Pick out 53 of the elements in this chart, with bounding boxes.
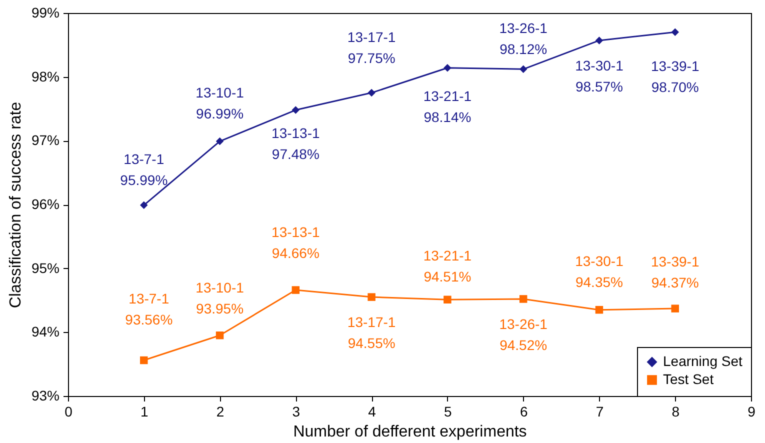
x-tick-label: 9 — [748, 404, 756, 420]
x-tick-label: 2 — [216, 404, 224, 420]
y-tick-label: 94% — [31, 324, 60, 340]
point — [368, 88, 376, 97]
point — [216, 331, 224, 340]
point — [595, 306, 604, 314]
x-axis-title: Number of defferent experiments — [293, 424, 527, 440]
y-tick-label: 96% — [31, 196, 60, 212]
point — [140, 356, 148, 364]
annotation: 13-21-1 98.14% — [423, 88, 472, 125]
x-tick-label: 8 — [672, 404, 680, 420]
point — [292, 286, 300, 294]
point — [595, 36, 604, 44]
point — [444, 296, 452, 304]
x-tick-label: 7 — [596, 404, 604, 420]
legend-label: Test Set — [663, 371, 714, 387]
annotation: 13-26-1 98.12% — [499, 20, 548, 58]
annotation: 13-7-1 93.56% — [125, 290, 173, 328]
y-tick-label: 99% — [31, 4, 60, 20]
y-axis-title: Classification of success rate — [7, 102, 24, 308]
legend-label: Learning Set — [663, 353, 743, 369]
annotation: 13-13-1 94.66% — [272, 224, 320, 262]
y-tick-label: 93% — [31, 388, 60, 404]
point — [671, 28, 679, 36]
x-tick-label: 3 — [292, 404, 300, 420]
annotation: 13-39-1 98.70% — [650, 58, 700, 96]
annotation: 13-17-1 94.55% — [347, 314, 396, 352]
y-tick-label: 98% — [31, 68, 60, 84]
annotation: 13-21-1 94.51% — [423, 248, 472, 285]
annotation: 13-13-1 97.48% — [272, 125, 320, 162]
annotation: 13-39-1 94.37% — [650, 254, 700, 291]
annotation: 13-17-1 97.75% — [347, 28, 396, 66]
point — [519, 295, 528, 303]
annotation: 13-10-1 93.95% — [196, 279, 244, 316]
point — [216, 137, 224, 146]
annotation: 13-10-1 96.99% — [196, 84, 244, 122]
point — [140, 201, 148, 210]
annotation: 13-30-1 94.35% — [575, 252, 624, 290]
x-tick-label: 0 — [64, 404, 73, 420]
point — [444, 64, 452, 72]
y-tick-label: 97% — [31, 132, 60, 148]
x-tick-label: 1 — [140, 404, 148, 420]
point — [292, 106, 300, 114]
point — [671, 304, 679, 312]
point — [519, 65, 528, 74]
point — [368, 293, 376, 301]
y-tick-label: 95% — [31, 260, 60, 276]
annotation: 13-30-1 98.57% — [575, 57, 624, 94]
annotation: 13-7-1 95.99% — [120, 151, 168, 188]
x-tick-label: 6 — [520, 404, 528, 420]
x-tick-label: 5 — [444, 404, 452, 420]
x-tick-label: 4 — [368, 404, 376, 420]
annotation: 13-26-1 94.52% — [499, 316, 548, 353]
